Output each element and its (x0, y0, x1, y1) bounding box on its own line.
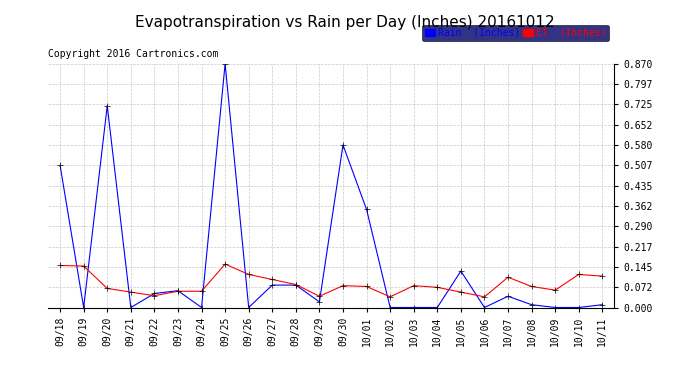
Text: Copyright 2016 Cartronics.com: Copyright 2016 Cartronics.com (48, 49, 219, 59)
Text: Evapotranspiration vs Rain per Day (Inches) 20161012: Evapotranspiration vs Rain per Day (Inch… (135, 15, 555, 30)
Legend: Rain  (Inches), ET  (Inches): Rain (Inches), ET (Inches) (422, 25, 609, 40)
